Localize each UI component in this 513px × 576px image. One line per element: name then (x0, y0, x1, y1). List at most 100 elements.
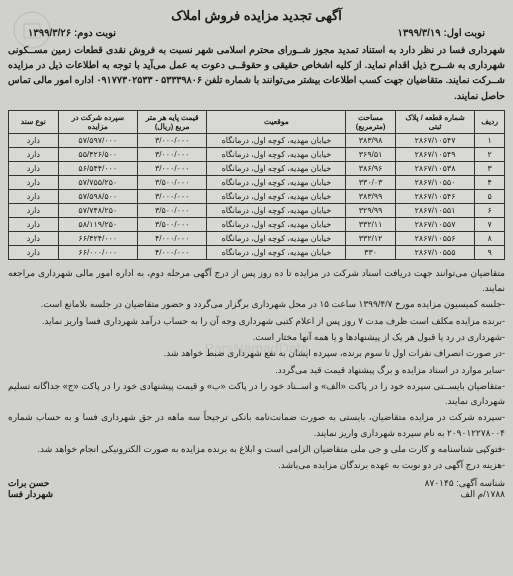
term-paragraph: -سایر موارد در اسناد مزایده و برگ پیشنها… (8, 363, 505, 378)
terms-section: متقاضیان می‌توانند جهت دریافت اسناد شرکت… (8, 266, 505, 474)
table-header-cell: نوع سند (9, 110, 59, 133)
table-cell: ۳۳۰ (346, 245, 396, 259)
municipality-logo (12, 10, 52, 50)
table-cell: ۲۸۶۷/۱۰۵۵۵ (395, 245, 474, 259)
footer-signature: حسن برات شهردار فسا (8, 478, 53, 500)
table-cell: ۵۵/۴۲۶/۵۰۰ (58, 147, 137, 161)
table-cell: ۳/۰۰۰/۰۰۰ (137, 133, 206, 147)
table-cell: ۳۸۳/۹۸ (346, 133, 396, 147)
table-header-cell: سپرده شرکت در مزایده (58, 110, 137, 133)
table-cell: دارد (9, 147, 59, 161)
table-cell: ۸ (475, 231, 505, 245)
table-cell: ۲۸۶۷/۱۰۵۴۹ (395, 147, 474, 161)
table-cell: ۴ (475, 175, 505, 189)
table-cell: ۵۶/۵۴۴/۰۰۰ (58, 161, 137, 175)
header: آگهی تجدید مزایده فروش املاک نوبت اول: ۱… (8, 8, 505, 39)
table-cell: دارد (9, 203, 59, 217)
term-paragraph: -جلسه کمیسیون مزایده مورخ ۱۳۹۹/۴/۷ ساعت … (8, 297, 505, 312)
table-cell: خیابان مهدیه، کوچه اول، درمانگاه (207, 147, 346, 161)
table-cell: ۲۸۶۷/۱۰۵۴۷ (395, 133, 474, 147)
table-header-cell: ردیف (475, 110, 505, 133)
term-paragraph: -برنده مزایده مکلف است ظرف مدت ۷ روز پس … (8, 314, 505, 329)
table-row: ۷۲۸۶۷/۱۰۵۵۷۳۳۲/۱۱خیابان مهدیه، کوچه اول،… (9, 217, 505, 231)
table-cell: ۳۸۳/۹۹ (346, 189, 396, 203)
table-row: ۶۲۸۶۷/۱۰۵۵۱۳۲۹/۹۹خیابان مهدیه، کوچه اول،… (9, 203, 505, 217)
signer-title: شهردار فسا (8, 489, 53, 500)
footer: شناسه آگهی: ۸۷۰۱۴۵ ۱۷۸۸/م الف حسن برات ش… (8, 478, 505, 500)
table-cell: ۲۸۶۷/۱۰۵۳۸ (395, 161, 474, 175)
table-row: ۹۲۸۶۷/۱۰۵۵۵۳۳۰خیابان مهدیه، کوچه اول، در… (9, 245, 505, 259)
table-cell: ۳۳۲/۱۲ (346, 231, 396, 245)
table-cell: خیابان مهدیه، کوچه اول، درمانگاه (207, 231, 346, 245)
table-cell: ۳ (475, 161, 505, 175)
table-cell: ۳/۰۰۰/۰۰۰ (137, 161, 206, 175)
term-paragraph: -متقاضیان بایســتی سپرده خود را در پاکت … (8, 379, 505, 410)
table-row: ۸۲۸۶۷/۱۰۵۵۶۳۳۲/۱۲خیابان مهدیه، کوچه اول،… (9, 231, 505, 245)
table-body: ۱۲۸۶۷/۱۰۵۴۷۳۸۳/۹۸خیابان مهدیه، کوچه اول،… (9, 133, 505, 259)
table-cell: ۳/۵۰۰/۰۰۰ (137, 203, 206, 217)
table-row: ۴۲۸۶۷/۱۰۵۵۰۳۳۰/۰۳خیابان مهدیه، کوچه اول،… (9, 175, 505, 189)
term-paragraph: -شهرداری در رد یا قبول هر یک از پیشنهاده… (8, 330, 505, 345)
table-cell: ۳/۰۰۰/۰۰۰ (137, 189, 206, 203)
table-cell: ۷ (475, 217, 505, 231)
table-row: ۲۲۸۶۷/۱۰۵۴۹۳۶۹/۵۱خیابان مهدیه، کوچه اول،… (9, 147, 505, 161)
table-cell: ۶۶/۴۲۴/۰۰۰ (58, 231, 137, 245)
table-cell: ۳۳۲/۱۱ (346, 217, 396, 231)
date-first: نوبت اول: ۱۳۹۹/۳/۱۹ (398, 28, 485, 39)
table-cell: ۹ (475, 245, 505, 259)
signer-name: حسن برات (8, 478, 53, 489)
table-cell: ۳۶۹/۵۱ (346, 147, 396, 161)
table-cell: ۴/۰۰۰/۰۰۰ (137, 231, 206, 245)
table-cell: خیابان مهدیه، کوچه اول، درمانگاه (207, 175, 346, 189)
table-cell: ۲۸۶۷/۱۰۵۵۰ (395, 175, 474, 189)
table-cell: ۵۷/۵۹۷/۰۰۰ (58, 133, 137, 147)
table-header-cell: مساحت (مترمربع) (346, 110, 396, 133)
table-cell: ۳۸۶/۹۶ (346, 161, 396, 175)
table-cell: ۵۷/۷۴۸/۲۵۰ (58, 203, 137, 217)
table-row: ۱۲۸۶۷/۱۰۵۴۷۳۸۳/۹۸خیابان مهدیه، کوچه اول،… (9, 133, 505, 147)
table-cell: دارد (9, 217, 59, 231)
table-cell: ۳/۰۰۰/۰۰۰ (137, 147, 206, 161)
table-cell: خیابان مهدیه، کوچه اول، درمانگاه (207, 203, 346, 217)
table-cell: خیابان مهدیه، کوچه اول، درمانگاه (207, 133, 346, 147)
table-header-row: ردیفشماره قطعه / پلاک ثبتیمساحت (مترمربع… (9, 110, 505, 133)
properties-table: ردیفشماره قطعه / پلاک ثبتیمساحت (مترمربع… (8, 110, 505, 260)
table-header-cell: شماره قطعه / پلاک ثبتی (395, 110, 474, 133)
table-row: ۳۲۸۶۷/۱۰۵۳۸۳۸۶/۹۶خیابان مهدیه، کوچه اول،… (9, 161, 505, 175)
table-cell: ۶۶/۰۰۰/۰۰۰ (58, 245, 137, 259)
table-row: ۵۲۸۶۷/۱۰۵۴۶۳۸۳/۹۹خیابان مهدیه، کوچه اول،… (9, 189, 505, 203)
notice-ref: ۱۷۸۸/م الف (425, 489, 505, 500)
intro-paragraph: شهرداری فسا در نظر دارد به استناد تمدید … (8, 43, 505, 104)
table-cell: ۴/۰۰۰/۰۰۰ (137, 245, 206, 259)
table-cell: دارد (9, 231, 59, 245)
table-cell: خیابان مهدیه، کوچه اول، درمانگاه (207, 217, 346, 231)
notice-title: آگهی تجدید مزایده فروش املاک (8, 8, 505, 24)
table-cell: ۳۳۰/۰۳ (346, 175, 396, 189)
table-cell: ۲۸۶۷/۱۰۵۴۶ (395, 189, 474, 203)
table-cell: خیابان مهدیه، کوچه اول، درمانگاه (207, 161, 346, 175)
table-cell: ۱ (475, 133, 505, 147)
table-cell: خیابان مهدیه، کوچه اول، درمانگاه (207, 245, 346, 259)
footer-ids: شناسه آگهی: ۸۷۰۱۴۵ ۱۷۸۸/م الف (425, 478, 505, 500)
table-header-cell: قیمت پایه هر متر مربع (ریال) (137, 110, 206, 133)
table-cell: دارد (9, 161, 59, 175)
table-cell: ۲۸۶۷/۱۰۵۵۶ (395, 231, 474, 245)
table-cell: ۳/۵۰۰/۰۰۰ (137, 175, 206, 189)
term-paragraph: متقاضیان می‌توانند جهت دریافت اسناد شرکت… (8, 266, 505, 297)
term-paragraph: -فتوکپی شناسنامه و کارت ملی و جی ملی متق… (8, 442, 505, 457)
table-cell: ۳۲۹/۹۹ (346, 203, 396, 217)
table-cell: دارد (9, 189, 59, 203)
table-cell: ۵۷/۵۹۸/۵۰۰ (58, 189, 137, 203)
term-paragraph: -در صورت انصراف نفرات اول تا سوم برنده، … (8, 346, 505, 361)
table-cell: خیابان مهدیه، کوچه اول، درمانگاه (207, 189, 346, 203)
table-cell: ۵۸/۱۱۹/۲۵۰ (58, 217, 137, 231)
table-cell: ۲۸۶۷/۱۰۵۵۱ (395, 203, 474, 217)
table-cell: ۵ (475, 189, 505, 203)
table-cell: ۵۷/۷۵۵/۲۵۰ (58, 175, 137, 189)
header-dates: نوبت اول: ۱۳۹۹/۳/۱۹ نوبت دوم: ۱۳۹۹/۳/۲۶ (8, 28, 505, 39)
table-cell: دارد (9, 133, 59, 147)
table-cell: ۲ (475, 147, 505, 161)
term-paragraph: -سپرده شرکت در مزایده متقاضیان، بایستی ب… (8, 410, 505, 441)
table-cell: دارد (9, 175, 59, 189)
table-cell: دارد (9, 245, 59, 259)
